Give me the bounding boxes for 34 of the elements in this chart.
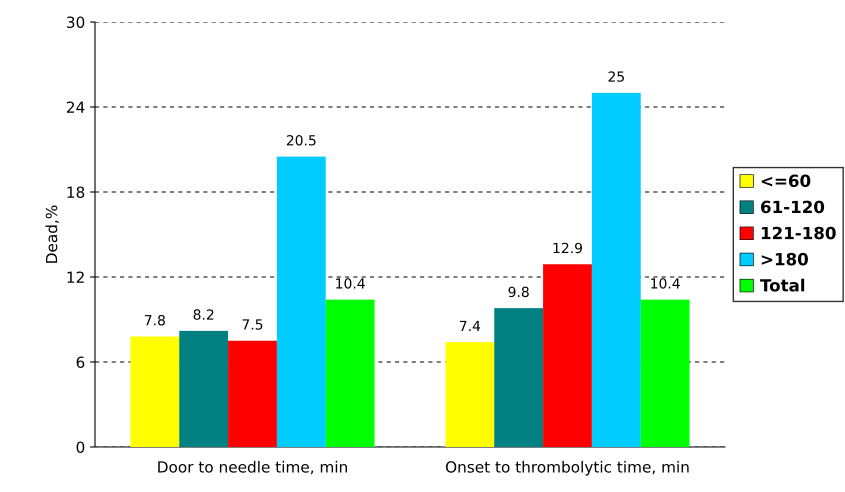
data-label: 12.9: [554, 242, 582, 254]
y-tick-label: 30: [67, 16, 84, 28]
data-label: 9.8: [508, 286, 529, 298]
legend-label: 61-120: [761, 200, 824, 214]
data-label: 10.4: [336, 278, 365, 289]
y-tick-label: 24: [66, 101, 84, 113]
data-label: 7.4: [460, 320, 480, 331]
x-tick-label: Door to needle time, min: [158, 460, 347, 474]
data-label: 20.5: [286, 135, 316, 146]
y-tick-label: 18: [68, 186, 84, 198]
bar: [494, 308, 544, 447]
bar: [326, 300, 375, 447]
bar: [592, 92, 641, 447]
bar: [130, 336, 180, 447]
legend-label: <=60: [762, 174, 810, 188]
x-tick-label: Onset to thrombolytic time, min: [446, 460, 689, 476]
bar: [640, 300, 690, 447]
y-tick-label: 12: [68, 271, 84, 283]
legend-label: Total: [760, 278, 804, 292]
legend-label: 121-180: [762, 226, 836, 240]
data-label: 7.5: [242, 319, 262, 330]
data-label: 8.2: [194, 309, 214, 320]
y-axis-title: Dead,%: [45, 206, 59, 263]
bar: [543, 264, 592, 447]
y-tick-label: 0: [76, 441, 84, 454]
bar: [445, 342, 494, 447]
legend-label: >180: [762, 252, 808, 266]
y-tick-label: 6: [76, 356, 84, 368]
bar: [228, 340, 277, 447]
data-label: 25: [608, 71, 624, 82]
data-label: 7.8: [144, 314, 165, 326]
bar: [276, 156, 326, 447]
data-label: 10.4: [651, 278, 680, 289]
bar: [179, 330, 228, 447]
